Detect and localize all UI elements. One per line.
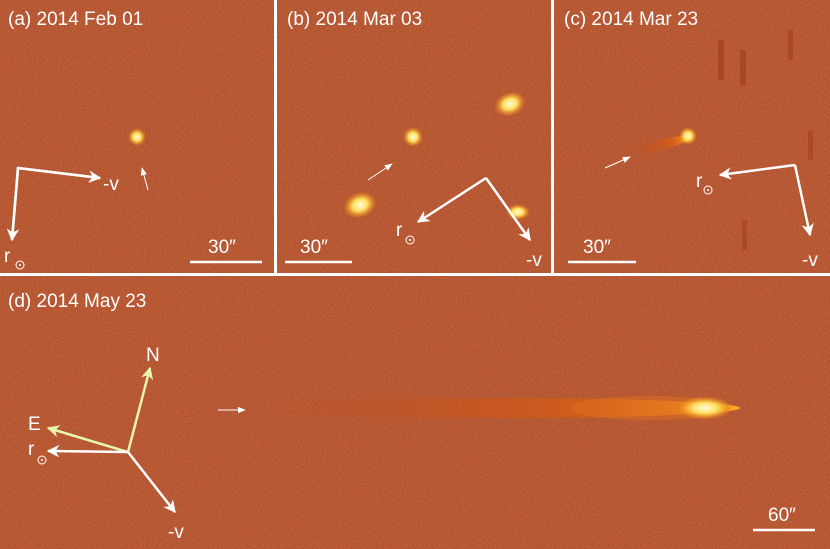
east-label: E xyxy=(28,414,41,435)
panel-c: (c) 2014 Mar 23 -v r 30″ xyxy=(554,0,830,273)
panel-title: (d) 2014 May 23 xyxy=(8,291,146,312)
sun-label: r xyxy=(396,220,403,241)
scale-bar-label: 30″ xyxy=(583,237,611,258)
panel-title: (b) 2014 Mar 03 xyxy=(287,9,422,30)
sun-label: r xyxy=(4,246,11,267)
panel-a: (a) 2014 Feb 01 -v r 30″ xyxy=(0,0,274,273)
panel-title: (c) 2014 Mar 23 xyxy=(564,9,698,30)
panel-b: (b) 2014 Mar 03 -v r 30″ xyxy=(277,0,551,273)
sun-label: r xyxy=(696,171,703,192)
scale-bar-label: 60″ xyxy=(768,505,796,526)
north-label: N xyxy=(146,345,160,366)
panel-d: (d) 2014 May 23 N E r -v 60″ xyxy=(0,276,830,549)
velocity-label: -v xyxy=(168,522,184,543)
velocity-label: -v xyxy=(103,174,119,195)
velocity-label: -v xyxy=(526,250,542,271)
velocity-label: -v xyxy=(802,250,818,271)
scale-bar-label: 30″ xyxy=(208,237,236,258)
scale-bar-label: 30″ xyxy=(300,237,328,258)
sun-label: r xyxy=(28,439,35,460)
panel-title: (a) 2014 Feb 01 xyxy=(8,9,143,30)
